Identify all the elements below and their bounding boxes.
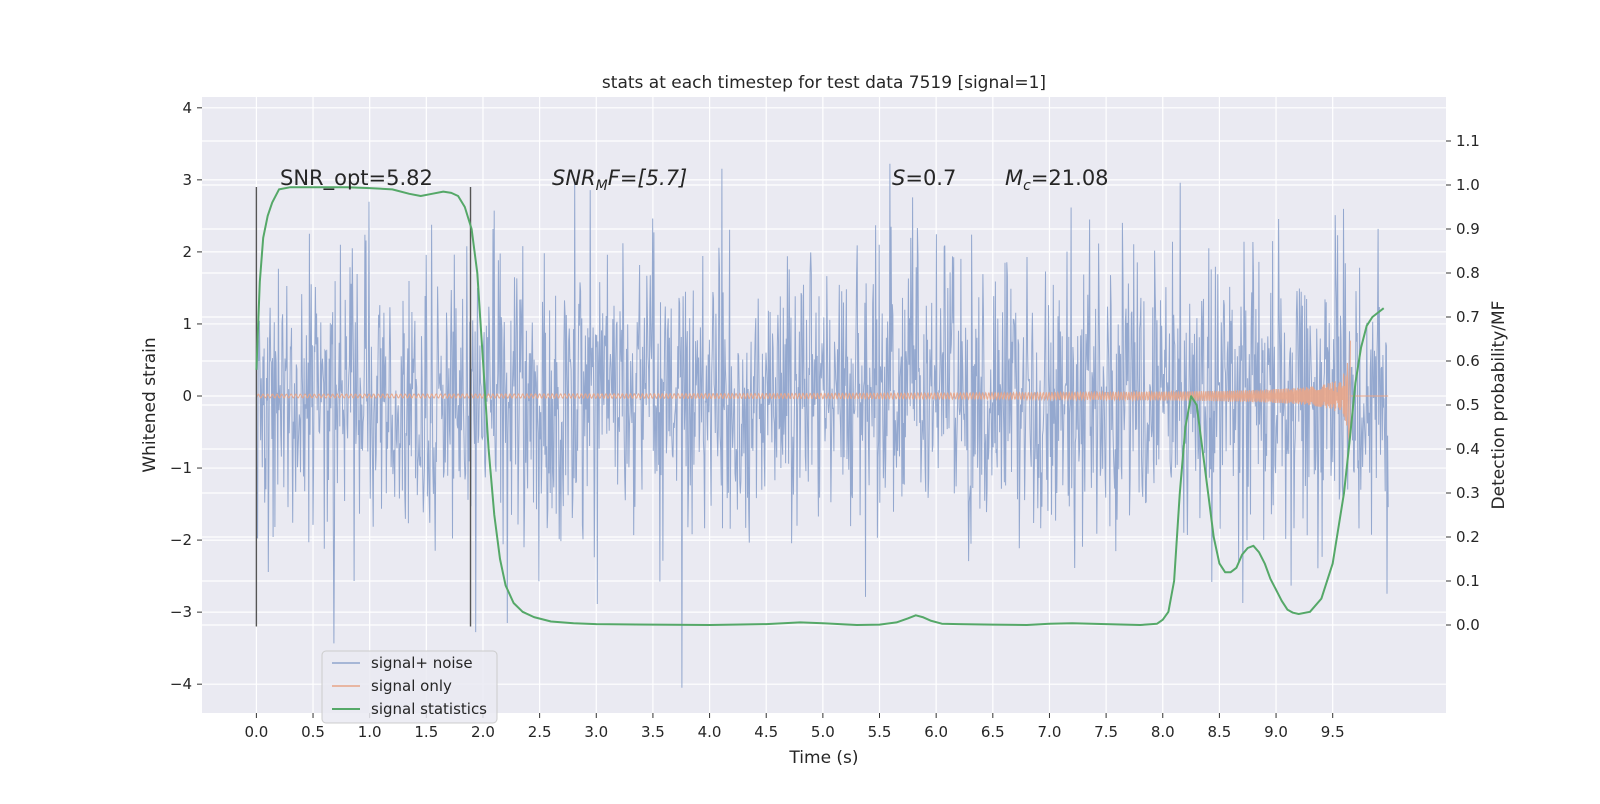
- y2-tick-label: 0.3: [1456, 484, 1480, 502]
- y2-tick-label: 1.1: [1456, 132, 1480, 150]
- x-tick-label: 2.5: [528, 723, 552, 741]
- y2-tick-label: 0.8: [1456, 264, 1480, 282]
- x-tick-label: 7.5: [1094, 723, 1118, 741]
- series-signal-only-line: [255, 340, 1351, 445]
- y-tick-label: −3: [170, 603, 192, 621]
- y2-tick-label: 0.1: [1456, 572, 1480, 590]
- x-tick-label: 6.0: [924, 723, 948, 741]
- x-tick-label: 5.5: [868, 723, 892, 741]
- x-tick-label: 4.0: [698, 723, 722, 741]
- legend-label-noise: signal+ noise: [371, 654, 473, 672]
- x-tick-label: 3.0: [584, 723, 608, 741]
- x-tick-label: 5.0: [811, 723, 835, 741]
- y-tick-label: 1: [182, 315, 192, 333]
- y-tick-label: 0: [182, 387, 192, 405]
- annotation-mc-rest: =21.08: [1031, 166, 1109, 190]
- annotation-snr-opt: SNR_opt=5.82: [280, 166, 433, 191]
- x-axis-label: Time (s): [788, 748, 858, 768]
- x-tick-label: 3.5: [641, 723, 665, 741]
- x-tick-label: 4.5: [754, 723, 778, 741]
- annotation-mc-main: M: [1005, 166, 1023, 190]
- marker-layer: [255, 187, 472, 627]
- x-tick-label: 9.5: [1321, 723, 1345, 741]
- chart-title: stats at each timestep for test data 751…: [602, 73, 1046, 93]
- y-tick-label: 4: [182, 99, 192, 117]
- annotation-snr-mf-main: SNR: [552, 166, 596, 190]
- annotation-s-rest: =0.7: [905, 166, 956, 190]
- legend-label-stats: signal statistics: [371, 700, 487, 718]
- x-tick-label: 2.0: [471, 723, 495, 741]
- y-tick-label: −4: [170, 675, 192, 693]
- x-tick-label: 6.5: [981, 723, 1005, 741]
- x-tick-label: 1.0: [358, 723, 382, 741]
- x-tick-label: 1.5: [414, 723, 438, 741]
- annotation-snr-mf-sub: M: [596, 178, 608, 194]
- y2-tick-label: 0.7: [1456, 308, 1480, 326]
- y-tick-label: −2: [170, 531, 192, 549]
- x-tick-label: 8.0: [1151, 723, 1175, 741]
- y2-tick-label: 0.6: [1456, 352, 1480, 370]
- x-tick-label: 0.5: [301, 723, 325, 741]
- y2-tick-label: 1.0: [1456, 176, 1480, 194]
- x-tick-label: 0.0: [244, 723, 268, 741]
- legend-label-signal: signal only: [371, 677, 452, 695]
- annotation-s-main: S: [892, 166, 905, 190]
- axis-layer: 0.0 0.5 1.0 1.5 2.0 2.5 3.0 3.5 4.0 4.5 5.0 5.5 6.0 6…: [170, 99, 1480, 741]
- y-axis-label: Whitened strain: [140, 337, 160, 472]
- series-signal-statistics-line: [255, 186, 1385, 626]
- legend: signal+ noise signal only signal statist…: [321, 650, 498, 724]
- annotation-snr-mf-rest: F=[5.7]: [608, 166, 687, 190]
- x-tick-label: 8.5: [1207, 723, 1231, 741]
- y-tick-label: 2: [182, 243, 192, 261]
- y2-tick-label: 0.4: [1456, 440, 1480, 458]
- annotation-snr-mf: SNRMF=[5.7]: [552, 166, 687, 194]
- stats-layer: [255, 186, 1385, 626]
- x-tick-label: 7.0: [1038, 723, 1062, 741]
- y2-tick-label: 0.9: [1456, 220, 1480, 238]
- y-tick-label: 3: [182, 171, 192, 189]
- y2-tick-label: 0.0: [1456, 616, 1480, 634]
- annotation-s: S=0.7: [892, 166, 956, 190]
- y-tick-label: −1: [170, 459, 192, 477]
- y2-axis-label: Detection probability/MF: [1489, 301, 1509, 510]
- signal-layer: [255, 340, 1389, 445]
- annotation-mc: Mc=21.08: [1005, 166, 1109, 194]
- legend-box: [321, 650, 498, 724]
- x-tick-label: 9.0: [1264, 723, 1288, 741]
- annotation-mc-sub: c: [1023, 178, 1031, 194]
- y2-tick-label: 0.5: [1456, 396, 1480, 414]
- y2-tick-label: 0.2: [1456, 528, 1480, 546]
